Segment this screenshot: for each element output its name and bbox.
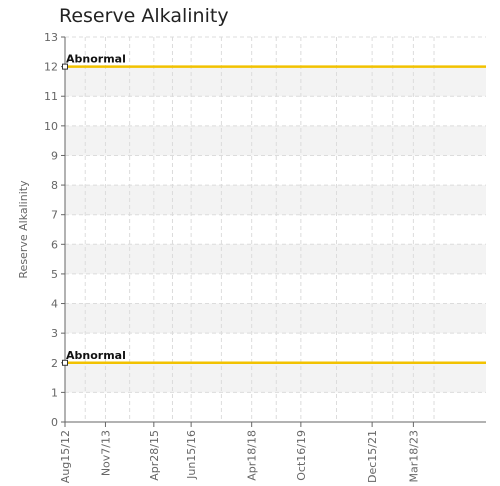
y-tick-label: 10 [44, 120, 58, 133]
x-tick-label: Aug15/12 [59, 430, 72, 483]
y-tick-label: 8 [51, 179, 58, 192]
y-tick-label: 12 [44, 61, 58, 74]
series-label: Abnormal [66, 53, 126, 66]
series-point [62, 63, 68, 70]
chart-title: Reserve Alkalinity [59, 5, 229, 27]
y-tick-label: 9 [51, 149, 58, 162]
y-tick-label: 13 [44, 31, 58, 44]
x-tick-label: Oct16/19 [295, 430, 308, 481]
background-band [65, 66, 486, 97]
y-tick-label: 0 [51, 416, 58, 429]
x-tick-label: Apr18/18 [246, 430, 259, 481]
background-band [65, 303, 486, 334]
y-tick-label: 6 [51, 238, 58, 251]
background-band [65, 244, 486, 274]
axes [61, 36, 486, 427]
y-tick-label: 3 [51, 327, 58, 340]
y-axis-title: Reserve Alkalinity [17, 180, 30, 279]
y-tick-label: 4 [51, 298, 58, 311]
x-tick-label: Mar18/23 [407, 430, 420, 482]
x-tick-label: Nov7/13 [99, 430, 112, 476]
y-tick-label: 5 [51, 268, 58, 281]
background-bands [65, 66, 486, 393]
y-tick-label: 1 [51, 386, 58, 399]
y-tick-label: 11 [44, 90, 58, 103]
y-tick-label: 2 [51, 357, 58, 370]
background-band [65, 362, 486, 393]
background-band [65, 125, 486, 156]
series-lines: Abnormal Abnormal [62, 53, 486, 366]
series-label: Abnormal [66, 349, 126, 362]
x-tick-label: Apr28/15 [148, 430, 161, 481]
y-tick-label: 7 [51, 209, 58, 222]
background-band [65, 185, 486, 215]
series-point [62, 359, 68, 366]
x-tick-label: Dec15/21 [366, 430, 379, 483]
x-tick-label: Jun15/16 [185, 430, 198, 480]
